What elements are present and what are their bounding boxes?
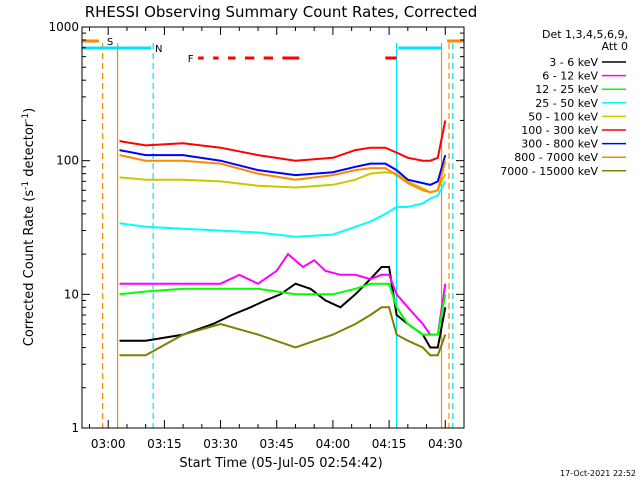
footer-date: 17-Oct-2021 22:52 (560, 469, 636, 478)
series-300-800-kev-line (119, 149, 447, 186)
x-axis-label: Start Time (05-Jul-05 02:54:42) (179, 456, 382, 471)
y-axis-label: Corrected Count Rate (s-1 detector-1) (21, 108, 37, 346)
flag-f-label: F (188, 54, 194, 65)
flag-bars: S N F (82, 37, 464, 65)
flag-s-label: S (107, 37, 113, 48)
y-axis-label-sup2: -1 (21, 113, 31, 122)
y-axis: 1 10 100 1000 (48, 20, 464, 435)
y-axis-label-sup1: -1 (21, 181, 31, 190)
legend-header-line-1: Det 1,3,4,5,6,9, (542, 28, 628, 41)
x-tick-label: 03:30 (203, 437, 238, 451)
y-tick-label: 10 (64, 287, 79, 301)
y-tick-label: 100 (56, 154, 79, 168)
flag-n-label: N (155, 44, 162, 55)
x-tick-label: 04:00 (316, 437, 351, 451)
y-axis-label-mid: detector (22, 121, 37, 181)
series-12-25-kev-line (119, 282, 447, 336)
legend-label: 50 - 100 keV (528, 110, 598, 123)
legend-header-line-2: Att 0 (602, 40, 628, 53)
series-7000-15000-kev-line (119, 306, 447, 357)
x-tick-label: 03:15 (147, 437, 182, 451)
legend-label: 25 - 50 keV (535, 97, 598, 110)
series-100-300-kev-line (119, 120, 447, 162)
legend-label: 12 - 25 keV (535, 83, 598, 96)
x-axis: 03:00 03:15 03:30 03:45 04:00 04:15 04:30 (88, 27, 465, 451)
legend-label: 6 - 12 keV (542, 70, 598, 83)
series-6-12-kev-line (119, 252, 447, 336)
series-25-50-kev-line (119, 180, 447, 238)
plot-area (101, 43, 454, 428)
legend-label: 3 - 6 keV (549, 56, 598, 69)
x-tick-label: 03:00 (91, 437, 126, 451)
legend-label: 800 - 7000 keV (514, 151, 598, 164)
plot-frame (81, 26, 465, 429)
legend-label: 300 - 800 keV (521, 138, 598, 151)
y-tick-label: 1 (71, 421, 79, 435)
x-tick-label: 04:30 (428, 437, 463, 451)
x-tick-label: 04:15 (372, 437, 407, 451)
y-tick-label: 1000 (48, 20, 79, 34)
legend-label: 7000 - 15000 keV (500, 165, 598, 178)
legend-label: 100 - 300 keV (521, 124, 598, 137)
y-axis-label-main: Corrected Count Rate (s (22, 190, 37, 347)
y-axis-label-end: ) (22, 108, 37, 113)
x-tick-label: 03:45 (259, 437, 294, 451)
chart-title: RHESSI Observing Summary Count Rates, Co… (85, 3, 478, 21)
series-800-7000-kev-line (119, 154, 447, 194)
